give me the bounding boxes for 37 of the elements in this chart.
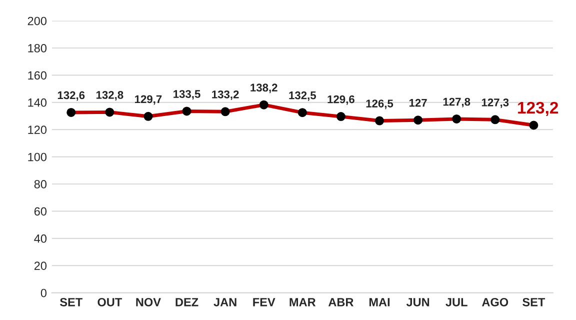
data-label: 132,8 — [96, 91, 124, 100]
y-tick-label: 140 — [28, 98, 47, 107]
y-tick-label: 80 — [34, 180, 47, 188]
x-tick-label: JUN — [406, 298, 430, 306]
data-label: 129,6 — [328, 95, 354, 105]
y-tick-label: 40 — [34, 234, 47, 243]
data-label: 123,2 — [518, 102, 558, 116]
x-tick-label: ABR — [328, 298, 354, 306]
x-tick-label: SET — [60, 298, 82, 306]
data-label: 133,2 — [212, 90, 239, 100]
x-tick-label: MAI — [369, 298, 390, 306]
data-label: 127,8 — [443, 98, 470, 108]
y-tick-label: 160 — [28, 71, 47, 80]
x-tick-label: DEZ — [176, 298, 198, 306]
x-tick-label: OUT — [98, 298, 122, 306]
x-tick-label: MAR — [290, 298, 316, 306]
data-label: 132,6 — [58, 91, 85, 101]
data-label: 127,3 — [482, 98, 509, 108]
data-label: 138,2 — [250, 84, 278, 94]
y-tick-label: 0 — [40, 288, 47, 298]
data-label: 132,5 — [289, 91, 316, 101]
y-tick-label: 20 — [34, 262, 47, 270]
x-tick-label: JAN — [214, 298, 236, 306]
x-tick-label: NOV — [136, 298, 161, 306]
y-tick-label: 60 — [34, 207, 47, 216]
y-tick-label: 180 — [28, 44, 47, 52]
data-label: 133,5 — [174, 90, 200, 100]
x-tick-label: AGO — [482, 298, 508, 306]
x-tick-label: FEV — [253, 298, 276, 306]
data-label: 126,5 — [366, 100, 394, 110]
data-label: 127 — [409, 98, 427, 107]
y-tick-label: 120 — [28, 126, 47, 134]
x-tick-label: SET — [522, 298, 546, 306]
y-tick-label: 100 — [28, 152, 47, 162]
data-label: 129,7 — [135, 95, 162, 105]
x-tick-label: JUL — [446, 298, 468, 306]
y-tick-label: 200 — [28, 16, 47, 26]
